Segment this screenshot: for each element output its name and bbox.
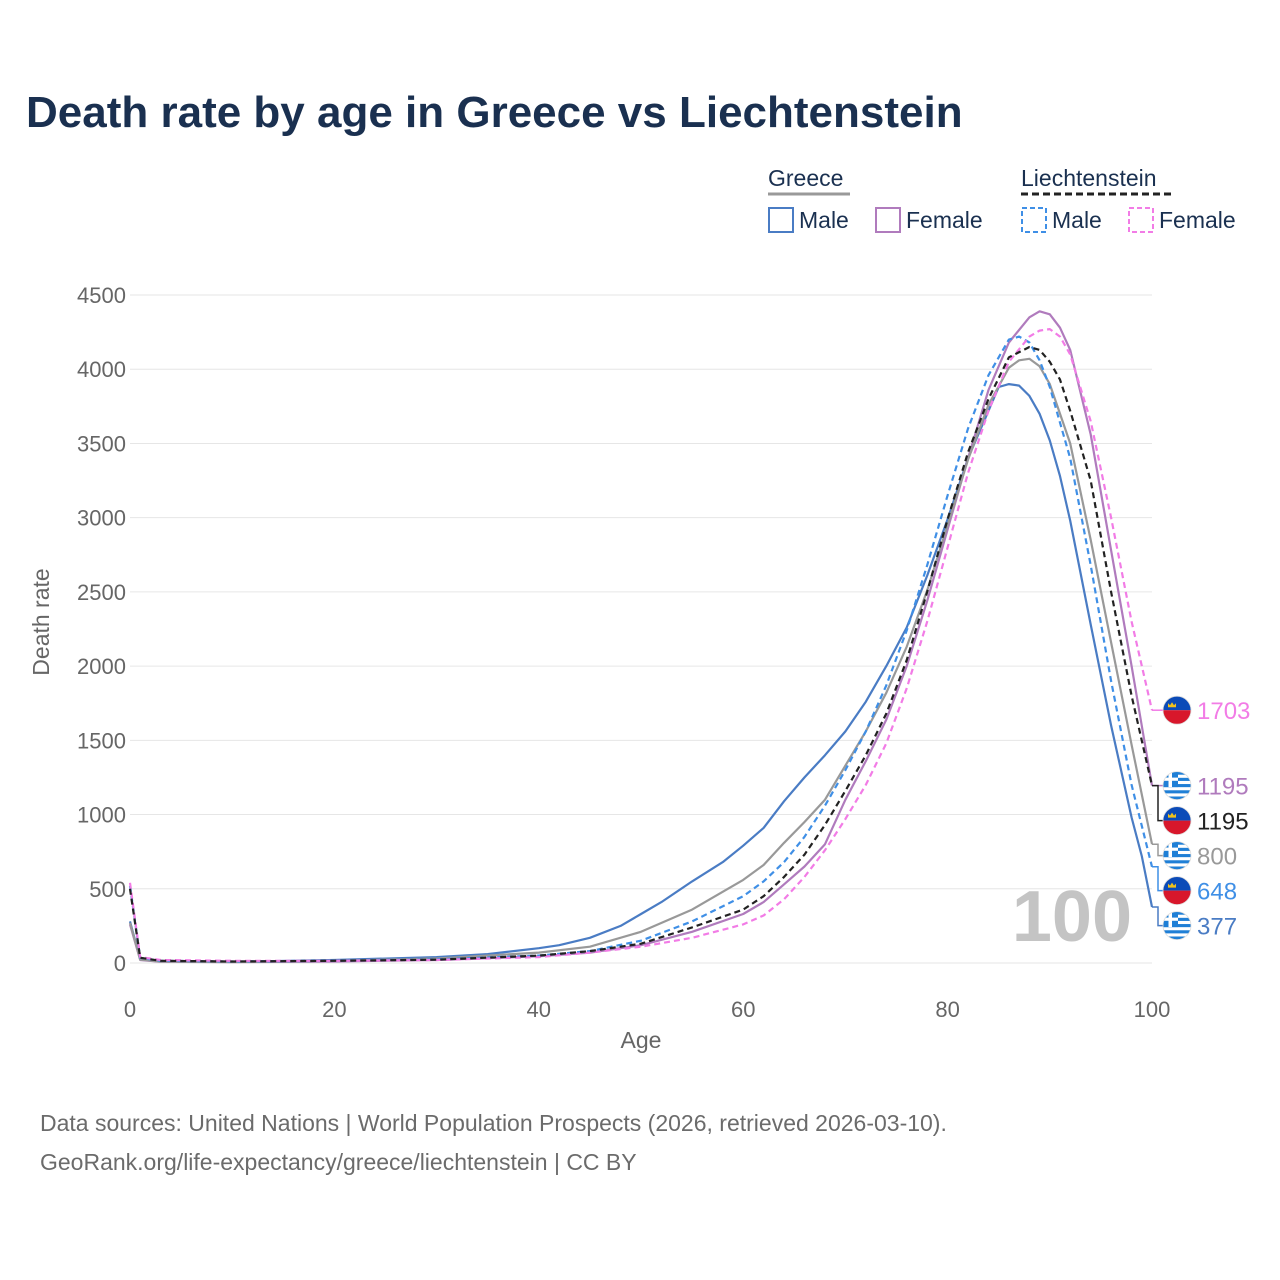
end-label-greece-female: 1195 (1152, 771, 1249, 801)
end-label-greece-combined: 800 (1152, 841, 1237, 871)
liechtenstein-flag-icon (1162, 876, 1192, 905)
liechtenstein-flag-icon (1162, 695, 1192, 725)
x-axis: 0 20 40 60 80 100 (124, 997, 1170, 1022)
legend-group-liechtenstein[interactable]: Liechtenstein (1021, 165, 1175, 196)
x-tick-label: 100 (1134, 997, 1171, 1022)
end-value-greece-combined: 800 (1197, 844, 1237, 871)
end-label-liechtenstein-male: 648 (1152, 866, 1237, 906)
legend-group-label-liechtenstein: Liechtenstein (1021, 165, 1157, 191)
x-tick-label: 60 (731, 997, 755, 1022)
y-tick-label: 1500 (77, 728, 126, 753)
end-label-liechtenstein-combined: 1195 (1152, 784, 1249, 836)
y-tick-label: 2000 (77, 654, 126, 679)
gridlines (130, 294, 1152, 964)
page-title: Death rate by age in Greece vs Liechtens… (26, 88, 963, 137)
series-line-greece-combined[interactable] (128, 357, 1154, 964)
series-line-liechtenstein-combined[interactable] (128, 345, 1154, 963)
series-layer (128, 310, 1154, 964)
legend-swatch-liechtenstein-female (1128, 207, 1154, 233)
y-tick-label: 2500 (77, 580, 126, 605)
end-connector (1152, 784, 1163, 822)
y-tick-label: 3000 (77, 506, 126, 531)
series-line-liechtenstein-female[interactable] (128, 328, 1154, 962)
series-line-greece-male[interactable] (128, 383, 1154, 963)
end-value-liechtenstein-combined: 1195 (1197, 809, 1249, 836)
y-tick-label: 500 (89, 877, 126, 902)
y-tick-label: 3500 (77, 431, 126, 456)
attribution-link[interactable]: GeoRank.org/life-expectancy/greece/liech… (40, 1149, 637, 1175)
series-line-liechtenstein-male[interactable] (128, 335, 1154, 963)
legend-label-greece-female: Female (906, 207, 983, 233)
end-labels: 1703 1195 1195 800 648 377 (1152, 695, 1250, 941)
legend-group-label-greece: Greece (768, 165, 843, 191)
end-connector (1152, 843, 1163, 857)
data-source-note: Data sources: United Nations | World Pop… (40, 1110, 947, 1136)
age-watermark: 100 (1012, 877, 1132, 957)
y-axis-title: Death rate (28, 568, 54, 675)
greece-flag-icon (1162, 911, 1192, 940)
legend: Greece Male Female Liechtenstein Male Fe… (768, 165, 1236, 233)
end-value-liechtenstein-male: 648 (1197, 879, 1237, 906)
legend-swatch-greece-male (768, 207, 794, 233)
legend-item-liechtenstein-female[interactable]: Female (1128, 207, 1236, 233)
legend-item-greece-male[interactable]: Male (768, 207, 849, 233)
y-tick-label: 4500 (77, 283, 126, 308)
series-line-greece-female[interactable] (128, 310, 1154, 964)
legend-swatch-liechtenstein-male (1021, 207, 1047, 233)
y-axis: 0 500 1000 1500 2000 2500 3000 3500 4000 4500 (77, 283, 126, 976)
legend-swatch-greece-female (875, 207, 901, 233)
footer: Data sources: United Nations | World Pop… (40, 1104, 947, 1182)
end-value-greece-female: 1195 (1197, 774, 1249, 801)
legend-item-liechtenstein-male[interactable]: Male (1021, 207, 1102, 233)
x-tick-label: 80 (935, 997, 959, 1022)
liechtenstein-flag-icon (1162, 806, 1192, 835)
end-connector (1152, 866, 1163, 892)
end-value-greece-male: 377 (1197, 914, 1237, 941)
y-tick-label: 4000 (77, 357, 126, 382)
y-tick-label: 1000 (77, 803, 126, 828)
legend-label-liechtenstein-female: Female (1159, 207, 1236, 233)
x-tick-label: 20 (322, 997, 346, 1022)
legend-label-greece-male: Male (799, 207, 849, 233)
end-value-liechtenstein-female: 1703 (1197, 698, 1250, 725)
end-connector (1152, 906, 1163, 927)
legend-label-liechtenstein-male: Male (1052, 207, 1102, 233)
legend-item-greece-female[interactable]: Female (875, 207, 983, 233)
x-axis-title: Age (621, 1027, 662, 1053)
greece-flag-icon (1162, 771, 1192, 800)
x-tick-label: 0 (124, 997, 136, 1022)
greece-flag-icon (1162, 841, 1192, 870)
y-tick-label: 0 (114, 951, 126, 976)
end-label-greece-male: 377 (1152, 906, 1237, 941)
x-tick-label: 40 (527, 997, 551, 1022)
legend-group-greece[interactable]: Greece (768, 165, 850, 196)
end-label-liechtenstein-female: 1703 (1152, 695, 1250, 725)
